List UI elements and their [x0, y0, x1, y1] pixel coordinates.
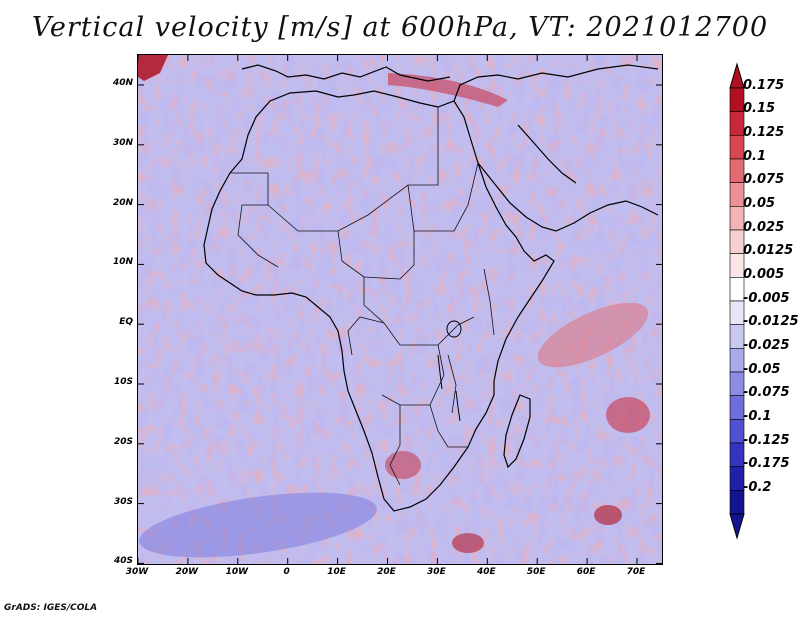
colorbar-label: 0.0125 — [743, 243, 794, 259]
colorbar-label: -0.0125 — [743, 314, 799, 330]
colorbar-segment — [729, 419, 745, 444]
colorbar-segment — [729, 206, 745, 231]
colorbar — [729, 62, 745, 540]
lat-label-10n: 10N — [112, 257, 133, 268]
mediterranean-north-coast — [241, 64, 451, 82]
lon-label-50e: 50E — [526, 567, 546, 577]
colorbar-segment — [729, 87, 745, 112]
lake-malawi — [455, 390, 461, 422]
lat-label-20s: 20S — [113, 436, 133, 447]
africa-coastline — [203, 90, 555, 512]
colorbar-segment — [729, 348, 745, 373]
colorbar-segment — [729, 490, 745, 515]
colorbar-label: 0.175 — [743, 77, 785, 93]
lakes — [437, 320, 462, 422]
madagascar-coastline — [503, 394, 531, 469]
chart-title: Vertical velocity [m/s] at 600hPa, VT: 2… — [31, 12, 769, 43]
lon-label-70e: 70E — [626, 567, 646, 577]
colorbar-max-arrow — [729, 62, 745, 89]
colorbar-label: -0.075 — [743, 385, 790, 401]
strong-ascent-nw — [138, 55, 168, 81]
lat-label-eq: EQ — [119, 317, 133, 328]
colorbar-label: 0.075 — [743, 172, 785, 188]
red-sea-east-coast — [517, 124, 577, 184]
lake-tanganyika — [437, 354, 443, 390]
colorbar-segment — [729, 466, 745, 491]
lon-label-0: 0 — [283, 567, 290, 577]
lat-label-40s: 40S — [113, 556, 133, 567]
colorbar-segment — [729, 158, 745, 183]
colorbar-segment — [729, 229, 745, 254]
ascent-cell-east — [606, 397, 650, 433]
colorbar-segment — [729, 277, 745, 302]
map-panel[interactable] — [137, 54, 663, 565]
colorbar-label: -0.025 — [743, 338, 790, 353]
colorbar-label: -0.2 — [743, 480, 772, 495]
colorbar-segment — [729, 442, 745, 467]
lat-label-30n: 30N — [112, 137, 133, 148]
colorbar-label: -0.1 — [743, 409, 772, 424]
colorbar-min-arrow — [729, 513, 745, 540]
credit-text: GrADS: IGES/COLA — [4, 603, 98, 613]
lon-label-20e: 20E — [377, 567, 396, 577]
ascent-cell-south — [452, 533, 484, 553]
lon-label-10e: 10E — [327, 567, 346, 577]
colorbar-segment — [729, 371, 745, 396]
coastlines — [203, 64, 659, 512]
sinking-texture — [138, 55, 662, 564]
colorbar-segment — [729, 300, 745, 325]
colorbar-label: -0.125 — [743, 432, 790, 448]
colorbar-label: -0.175 — [743, 456, 790, 472]
colorbar-segment — [729, 253, 745, 278]
colorbar-label: 0.15 — [743, 101, 776, 117]
lake-victoria — [446, 320, 462, 338]
colorbar-segment — [729, 182, 745, 207]
lon-label-40e: 40E — [476, 567, 496, 577]
rising-texture — [138, 55, 662, 564]
lat-label-40n: 40N — [112, 78, 133, 88]
lat-label-20n: 20N — [112, 197, 133, 208]
ascent-cell-southeast — [594, 505, 622, 525]
lat-label-10s: 10S — [113, 377, 133, 387]
lon-label-10w: 10W — [225, 567, 249, 577]
lon-label-20w: 20W — [175, 567, 199, 577]
lat-label-30s: 30S — [113, 496, 133, 507]
colorbar-label: 0.025 — [743, 219, 785, 235]
colorbar-segment — [729, 324, 745, 349]
ascent-cell-southern-africa — [385, 451, 421, 479]
sinking-band-south-atlantic — [139, 492, 377, 558]
colorbar-label: -0.005 — [743, 290, 790, 306]
arabian-coast — [477, 162, 659, 232]
asia-minor-coast — [453, 64, 659, 102]
ascent-band-indian-ocean — [537, 302, 649, 368]
colorbar-segment — [729, 135, 745, 160]
colorbar-label: -0.05 — [743, 361, 781, 377]
map-svg — [138, 55, 662, 564]
colorbar-label: 0.005 — [743, 267, 785, 282]
colorbar-label: 0.05 — [743, 196, 776, 211]
strong-ascent-med — [388, 73, 508, 107]
colorbar-label: 0.1 — [743, 148, 767, 164]
axis-ticks — [138, 55, 662, 564]
colorbar-label: 0.125 — [743, 125, 785, 140]
lon-label-30w: 30W — [125, 567, 149, 577]
lon-label-30e: 30E — [427, 567, 446, 577]
colorbar-segment — [729, 395, 745, 420]
country-borders — [230, 107, 495, 486]
colorbar-segment — [729, 111, 745, 136]
lon-label-60e: 60E — [576, 567, 596, 577]
